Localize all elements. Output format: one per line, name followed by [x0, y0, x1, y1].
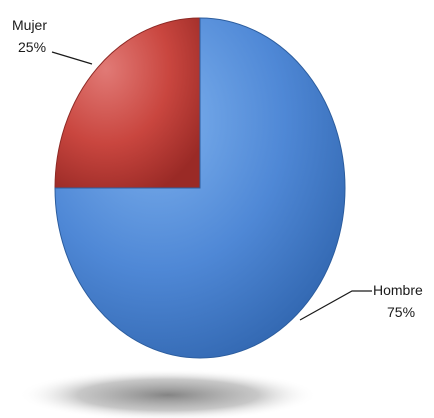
pie-slice-hombre: [54, 17, 346, 359]
slice-value-hombre: 75%: [387, 304, 415, 320]
slice-label-hombre: Hombre: [373, 282, 423, 298]
data-labels: Mujer 25% Hombre 75%: [12, 17, 423, 320]
slice-value-mujer: 25%: [18, 39, 46, 55]
pie-floor-shadow: [18, 369, 318, 418]
leader-line-hombre: [299, 290, 372, 321]
pie-slices: [54, 17, 346, 359]
leader-line-mujer: [51, 51, 93, 65]
pie-slice-mujer: [54, 17, 201, 189]
leader-lines: [51, 51, 372, 321]
slice-label-mujer: Mujer: [12, 17, 47, 33]
